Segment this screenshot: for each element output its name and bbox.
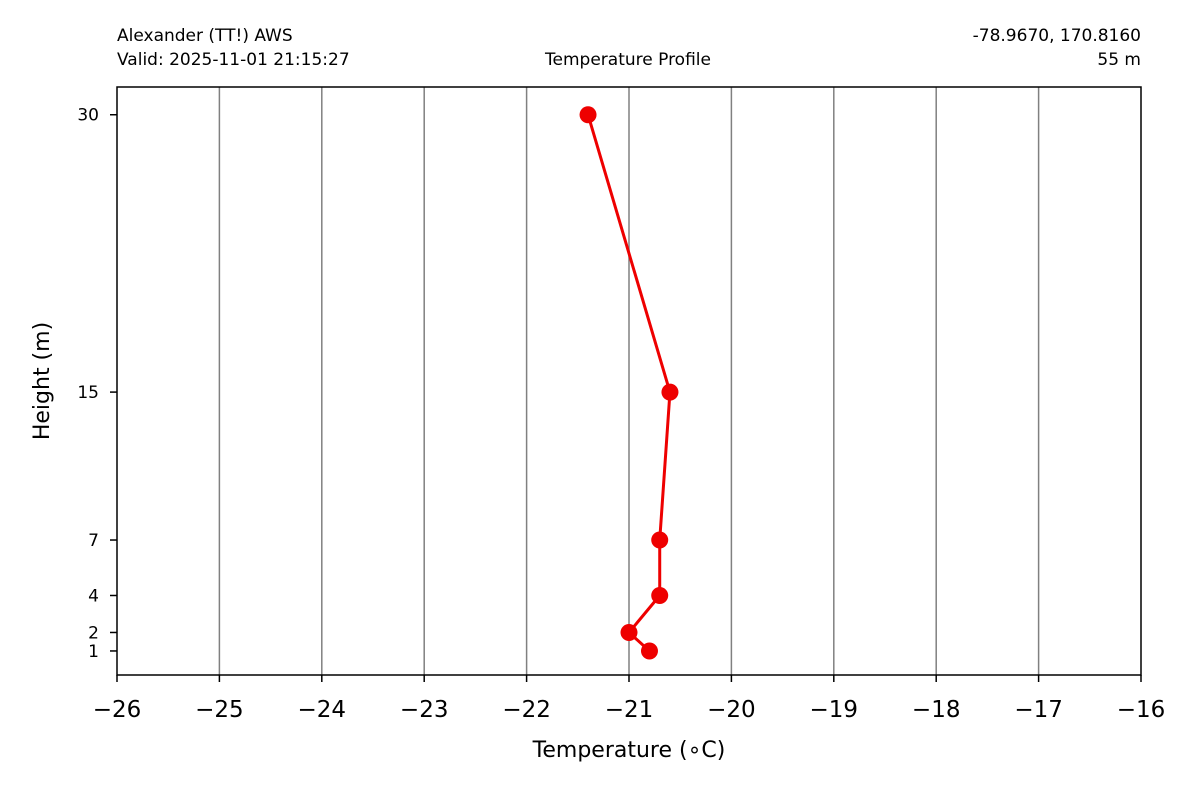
x-tick-label: −19	[810, 697, 859, 723]
data-point	[640, 642, 658, 660]
station-elevation: 55 m	[1097, 50, 1141, 70]
x-tick-label: −23	[400, 697, 449, 723]
data-point	[651, 586, 669, 604]
series-layer	[579, 106, 679, 660]
x-tick-label: −24	[298, 697, 347, 723]
y-tick-label: 2	[88, 623, 99, 643]
y-tick-label: 15	[77, 383, 99, 403]
y-tick-label: 4	[88, 586, 99, 606]
data-point	[620, 623, 638, 641]
x-tick-label: −25	[195, 697, 244, 723]
header-right: -78.9670, 170.8160 55 m	[973, 24, 1141, 72]
data-point	[579, 106, 597, 124]
chart-title: Temperature Profile	[545, 50, 711, 70]
y-tick-label: 7	[88, 531, 99, 551]
x-tick-label: −21	[605, 697, 654, 723]
x-tick-label: −16	[1117, 697, 1166, 723]
station-name: Alexander (TT!) AWS	[117, 26, 293, 46]
header-left: Alexander (TT!) AWS Valid: 2025-11-01 21…	[117, 24, 350, 72]
y-axis-label: Height (m)	[30, 322, 55, 440]
y-tick-label: 30	[77, 106, 99, 126]
x-tick-label: −20	[707, 697, 756, 723]
x-tick-label: −22	[502, 697, 551, 723]
x-tick-label: −17	[1014, 697, 1063, 723]
x-tick-label: −18	[912, 697, 961, 723]
tick-layer: −26 −25 −24 −23 −22 −21 −20 −19 −18 −17 −16 12 4 7 15 3…	[77, 106, 1165, 723]
y-tick-label: 1	[88, 642, 99, 662]
station-coordinates: -78.9670, 170.8160	[972, 26, 1141, 46]
data-point	[661, 383, 679, 401]
data-point	[651, 531, 669, 549]
x-axis-label: Temperature (∘C)	[532, 738, 726, 763]
x-tick-label: −26	[93, 697, 142, 723]
grid-lines	[218, 87, 1040, 675]
valid-time: Valid: 2025-11-01 21:15:27	[117, 50, 350, 70]
